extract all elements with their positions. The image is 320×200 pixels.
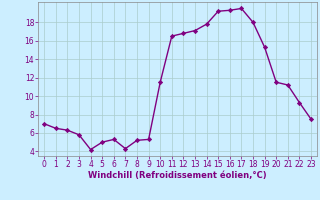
X-axis label: Windchill (Refroidissement éolien,°C): Windchill (Refroidissement éolien,°C) <box>88 171 267 180</box>
